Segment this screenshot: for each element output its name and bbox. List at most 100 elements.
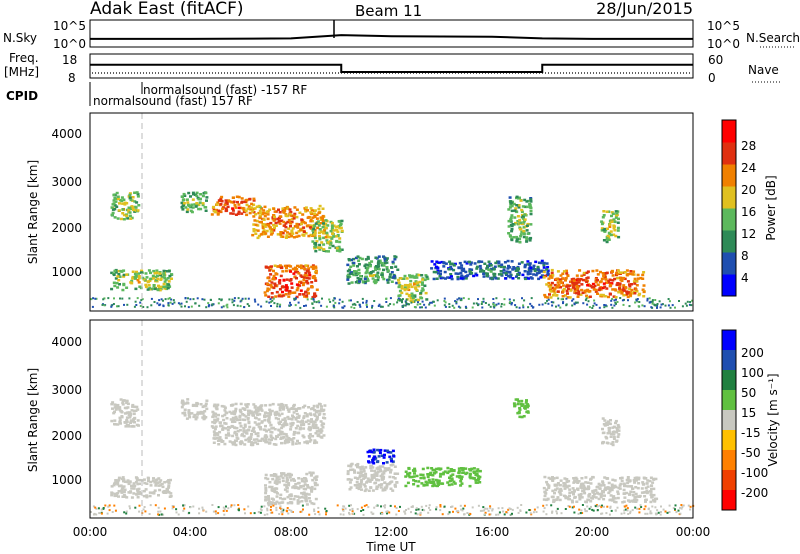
powerBlobs-cell: [283, 264, 287, 268]
velBlobs-cell: [235, 426, 239, 430]
velBlobs-cell: [267, 497, 271, 500]
powerBlobs-ground-cell: [187, 297, 189, 300]
velBlobs-cell: [130, 487, 134, 490]
powerBlobs-ground-cell: [171, 302, 174, 305]
powerBlobs-ground-cell: [457, 305, 460, 308]
velBlobs-cell: [591, 490, 595, 493]
powerBlobs-cell: [518, 196, 521, 199]
velBlobs-cell: [276, 475, 280, 479]
powerBlobs-cell: [297, 272, 301, 275]
velBlobs-cell: [654, 477, 658, 481]
velBlobs-ground-cell: [123, 511, 126, 514]
velBlobs-cell: [286, 478, 289, 482]
velBlobs-cell: [649, 490, 653, 493]
velBlobs-cell: [305, 503, 309, 506]
velBlobs-cell: [304, 420, 308, 424]
velBlobs-cell: [417, 480, 421, 483]
velBlobs-cell: [157, 484, 161, 487]
powerBlobs-cell: [318, 237, 322, 241]
powerBlobs-ground-cell: [503, 298, 506, 301]
velBlobs-cell: [622, 488, 626, 492]
powerBlobs-cell: [277, 208, 280, 211]
powerBlobs-cell: [262, 231, 266, 234]
powerBlobs-cell: [397, 281, 401, 284]
powerBlobs-cell: [312, 265, 316, 269]
velBlobs-cell: [474, 478, 478, 482]
powerBlobs-cell: [269, 284, 273, 287]
powerBlobs-cell: [237, 203, 241, 206]
velBlobs-cell: [615, 431, 619, 434]
velBlobs-cell: [120, 489, 124, 492]
velBlobs-cell: [214, 420, 218, 423]
powerBlobs-cell: [113, 284, 117, 288]
velBlobs-cell: [584, 476, 588, 479]
powerBlobs-cell: [321, 214, 325, 218]
velBlobs-cell: [314, 432, 318, 435]
velBlobs-cell: [314, 478, 318, 481]
powerBlobs-ground-cell: [443, 297, 446, 300]
velBlobs-cell: [478, 481, 482, 484]
velBlobs-cell: [241, 413, 245, 416]
velBlobs-cell: [608, 487, 612, 490]
velBlobs-cell: [385, 449, 389, 452]
powerBlobs-cell: [321, 207, 325, 210]
powerBlobs-cell: [126, 217, 130, 220]
x-axis: 00:00 04:00 08:00 12:00 16:00 20:00 00:0…: [73, 525, 711, 554]
powerBlobs-cell: [313, 209, 317, 212]
velBlobs-cell: [580, 496, 584, 499]
velBlobs-cell: [447, 470, 451, 473]
velBlobs-cell: [613, 479, 617, 482]
velBlobs-cell: [244, 403, 248, 406]
powerBlobs-cell: [302, 281, 306, 285]
velBlobs-cell: [231, 443, 235, 446]
powerBlobs-cell: [419, 292, 423, 295]
powerBlobs-cell: [372, 280, 376, 283]
power-colorbar-label: Power [dB]: [764, 175, 778, 240]
powerBlobs-cell: [162, 269, 166, 273]
powerBlobs-cell: [313, 224, 317, 228]
velBlobs-cell: [425, 483, 429, 487]
powerBlobs-cell: [575, 287, 579, 290]
velBlobs-cell: [160, 482, 164, 486]
powerBlobs-cell: [641, 277, 645, 280]
powerBlobs-cell: [468, 268, 472, 271]
velBlobs-cell: [426, 475, 430, 479]
powerBlobs-cell: [540, 259, 544, 263]
velBlobs-cell: [292, 437, 296, 440]
powerBlobs-ground-cell: [471, 306, 474, 309]
velBlobs-cell: [235, 433, 239, 437]
velBlobs-cell: [304, 487, 308, 491]
velBlobs-cell: [276, 492, 279, 495]
powerBlobs-cell: [306, 288, 310, 292]
velBlobs-ground-cell: [192, 505, 195, 508]
velBlobs-cell: [448, 476, 451, 479]
velBlobs-cell: [619, 477, 622, 480]
powerBlobs-cell: [585, 289, 589, 292]
velBlobs-cell: [264, 491, 268, 495]
velBlobs-cell: [296, 431, 300, 435]
velBlobs-cell: [113, 410, 116, 414]
velBlobs-cell: [652, 487, 656, 491]
powerBlobs-cell: [576, 295, 580, 298]
velBlobs-cell: [389, 457, 393, 461]
velBlobs-ground-cell: [279, 506, 282, 509]
velBlobs-cell: [132, 425, 136, 428]
nsearch-label: N.Search: [746, 31, 800, 45]
velBlobs-cell: [278, 496, 282, 500]
powerBlobs-cell: [573, 287, 577, 291]
powerBlobs-cell: [158, 286, 161, 290]
powerBlobs-cell: [231, 209, 235, 212]
powerBlobs-cell: [503, 265, 506, 269]
velBlobs-cell: [238, 408, 242, 412]
velBlobs-ground-cell: [349, 508, 351, 511]
velBlobs-cell: [303, 483, 307, 486]
velBlobs-cell: [558, 498, 562, 502]
powerBlobs-cell: [523, 265, 527, 269]
velBlobs-ground-cell: [511, 512, 513, 515]
velBlobs-cell: [372, 475, 376, 478]
velBlobs-cell: [211, 415, 215, 419]
velBlobs-ground-cell: [212, 510, 215, 513]
velBlobs-cell: [347, 478, 351, 481]
velBlobs-cell: [578, 495, 582, 499]
velBlobs-cell: [221, 428, 225, 431]
